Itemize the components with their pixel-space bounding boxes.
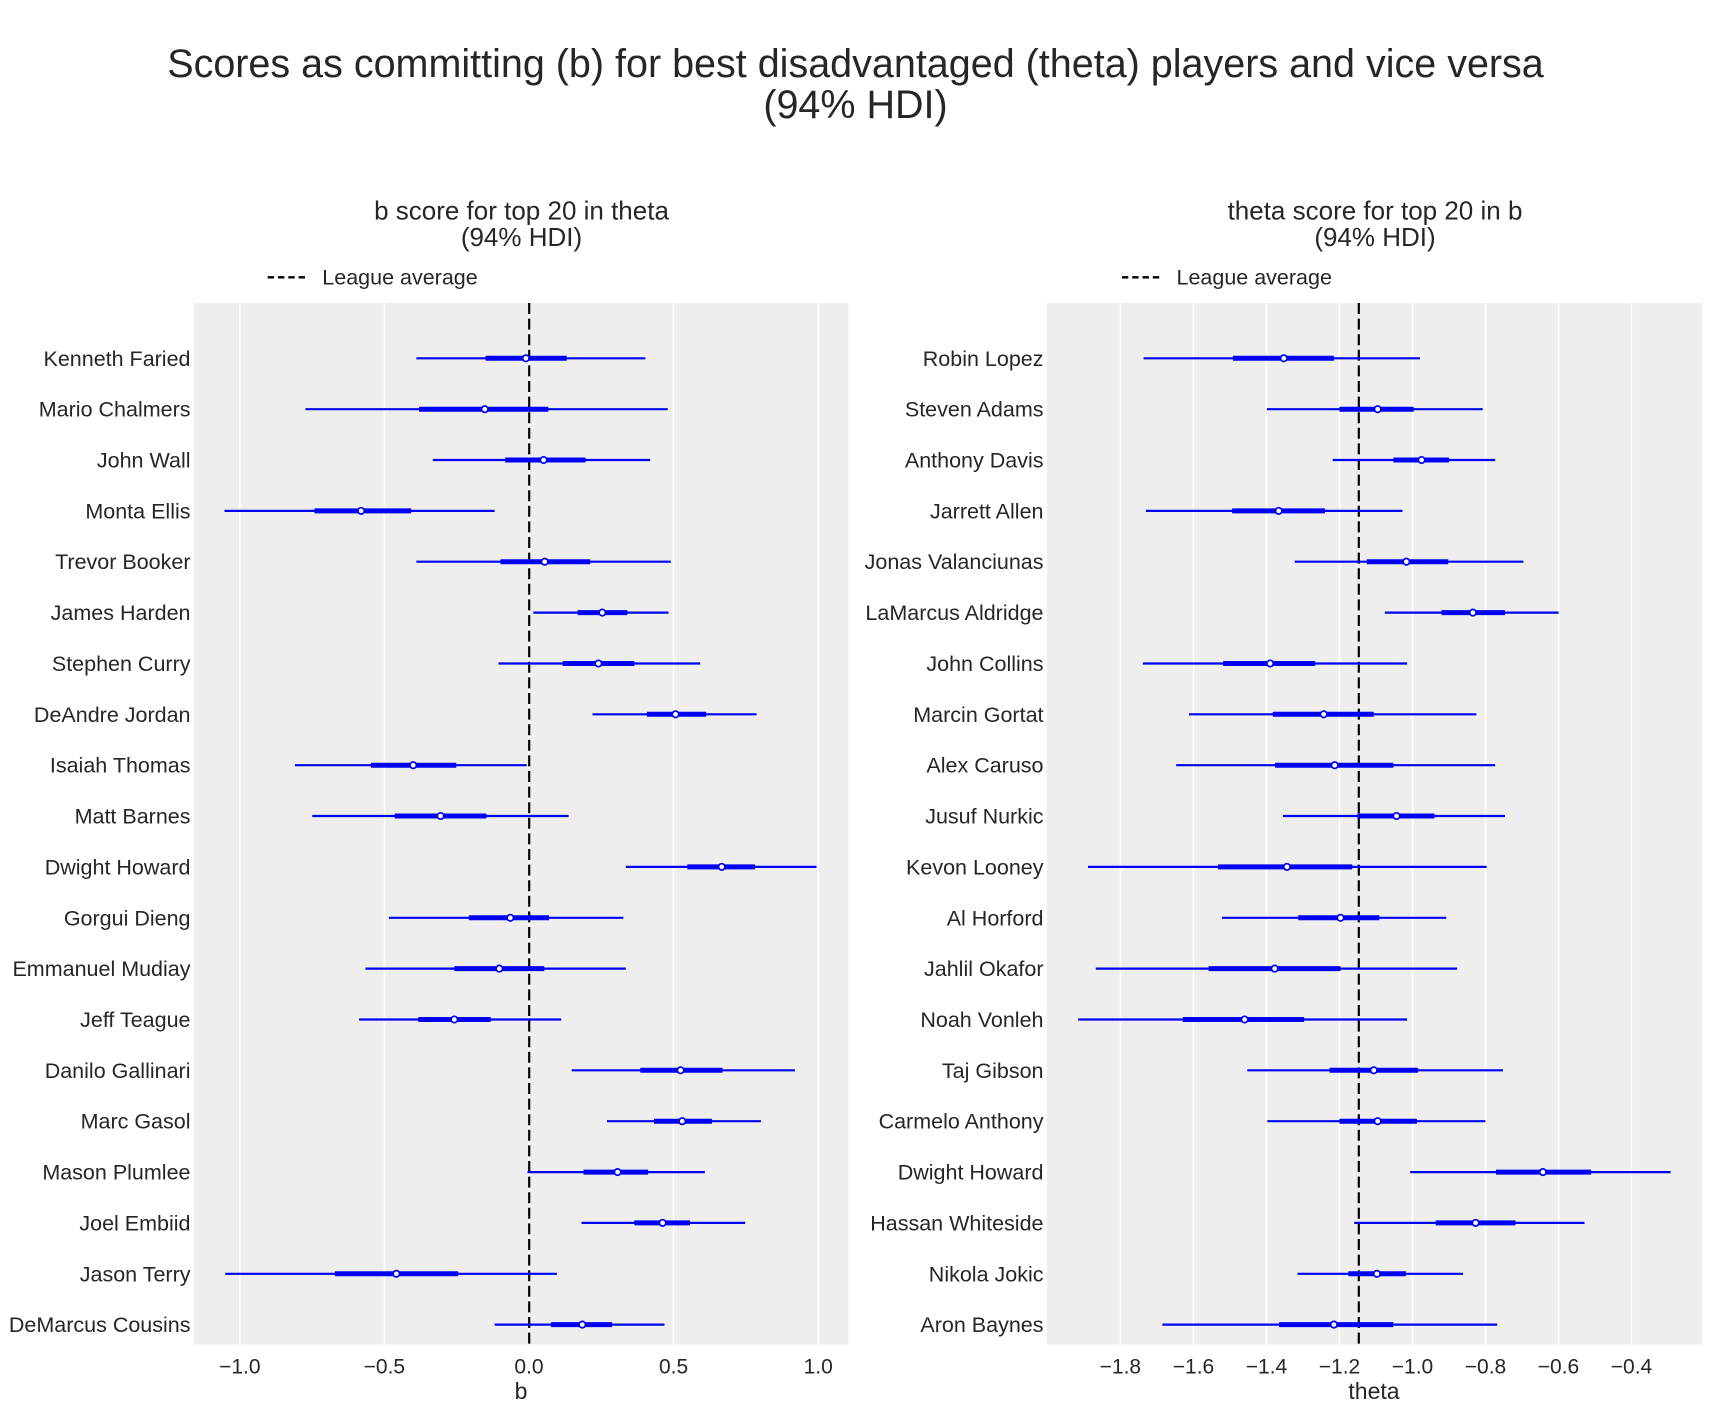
svg-text:Kevon Looney: Kevon Looney xyxy=(906,855,1044,879)
svg-text:−0.5: −0.5 xyxy=(364,1355,405,1378)
svg-text:b: b xyxy=(515,1378,528,1404)
svg-text:b score for top 20 in theta: b score for top 20 in theta xyxy=(374,196,669,226)
svg-text:theta score for top 20 in b: theta score for top 20 in b xyxy=(1228,196,1523,226)
svg-text:James Harden: James Harden xyxy=(51,601,191,625)
svg-text:Al Horford: Al Horford xyxy=(947,906,1044,930)
svg-text:Stephen Curry: Stephen Curry xyxy=(52,652,191,676)
svg-text:−0.6: −0.6 xyxy=(1538,1355,1579,1378)
svg-text:Anthony Davis: Anthony Davis xyxy=(905,449,1044,473)
svg-text:−1.2: −1.2 xyxy=(1319,1355,1360,1378)
svg-text:−1.6: −1.6 xyxy=(1173,1355,1214,1378)
svg-text:1.0: 1.0 xyxy=(804,1355,833,1378)
svg-text:Dwight Howard: Dwight Howard xyxy=(898,1161,1044,1185)
svg-text:League average: League average xyxy=(1177,266,1332,290)
svg-text:Jusuf Nurkic: Jusuf Nurkic xyxy=(925,805,1044,829)
svg-text:Joel Embiid: Joel Embiid xyxy=(79,1211,190,1235)
svg-text:Robin Lopez: Robin Lopez xyxy=(923,347,1044,371)
svg-text:Dwight Howard: Dwight Howard xyxy=(45,855,191,879)
svg-text:Taj Gibson: Taj Gibson xyxy=(942,1059,1044,1083)
svg-text:Noah Vonleh: Noah Vonleh xyxy=(920,1008,1043,1032)
svg-text:Marcin Gortat: Marcin Gortat xyxy=(913,703,1043,727)
svg-text:Emmanuel Mudiay: Emmanuel Mudiay xyxy=(12,957,190,981)
svg-text:League average: League average xyxy=(322,266,477,290)
svg-text:John Collins: John Collins xyxy=(926,652,1043,676)
svg-text:Alex Caruso: Alex Caruso xyxy=(926,754,1043,778)
svg-text:−1.0: −1.0 xyxy=(219,1355,260,1378)
svg-text:−1.0: −1.0 xyxy=(1392,1355,1433,1378)
svg-text:Jonas Valanciunas: Jonas Valanciunas xyxy=(865,550,1044,574)
svg-text:Marc Gasol: Marc Gasol xyxy=(81,1110,191,1134)
svg-text:Mario Chalmers: Mario Chalmers xyxy=(39,398,191,422)
svg-text:Mason Plumlee: Mason Plumlee xyxy=(42,1161,190,1185)
svg-text:(94% HDI): (94% HDI) xyxy=(763,83,947,127)
svg-text:Monta Ellis: Monta Ellis xyxy=(85,499,190,523)
svg-text:Jeff Teague: Jeff Teague xyxy=(80,1008,190,1032)
svg-text:−0.8: −0.8 xyxy=(1465,1355,1506,1378)
svg-text:theta: theta xyxy=(1348,1378,1399,1404)
svg-text:Jason Terry: Jason Terry xyxy=(80,1262,191,1286)
svg-text:Carmelo Anthony: Carmelo Anthony xyxy=(879,1110,1044,1134)
svg-text:−0.4: −0.4 xyxy=(1611,1355,1653,1378)
svg-text:Kenneth Faried: Kenneth Faried xyxy=(43,347,190,371)
svg-text:Danilo Gallinari: Danilo Gallinari xyxy=(45,1059,191,1083)
svg-text:−1.8: −1.8 xyxy=(1100,1355,1141,1378)
svg-text:Aron Baynes: Aron Baynes xyxy=(920,1313,1043,1337)
svg-text:0.5: 0.5 xyxy=(659,1355,688,1378)
svg-text:Matt Barnes: Matt Barnes xyxy=(75,805,191,829)
svg-text:Jahlil Okafor: Jahlil Okafor xyxy=(924,957,1044,981)
svg-text:DeMarcus Cousins: DeMarcus Cousins xyxy=(9,1313,191,1337)
svg-text:(94% HDI): (94% HDI) xyxy=(461,222,582,252)
svg-text:(94% HDI): (94% HDI) xyxy=(1314,222,1435,252)
svg-text:Jarrett Allen: Jarrett Allen xyxy=(930,499,1044,523)
svg-text:DeAndre Jordan: DeAndre Jordan xyxy=(34,703,191,727)
svg-text:Hassan Whiteside: Hassan Whiteside xyxy=(870,1211,1043,1235)
svg-text:Trevor Booker: Trevor Booker xyxy=(55,550,190,574)
svg-text:−1.4: −1.4 xyxy=(1246,1355,1288,1378)
svg-text:Gorgui Dieng: Gorgui Dieng xyxy=(64,906,191,930)
svg-text:Scores as committing (b) for b: Scores as committing (b) for best disadv… xyxy=(167,42,1544,86)
svg-text:John Wall: John Wall xyxy=(97,449,191,473)
svg-text:LaMarcus Aldridge: LaMarcus Aldridge xyxy=(865,601,1043,625)
svg-text:Steven Adams: Steven Adams xyxy=(905,398,1044,422)
svg-text:Nikola Jokic: Nikola Jokic xyxy=(929,1262,1044,1286)
svg-text:0.0: 0.0 xyxy=(514,1355,543,1378)
svg-text:Isaiah Thomas: Isaiah Thomas xyxy=(50,754,191,778)
